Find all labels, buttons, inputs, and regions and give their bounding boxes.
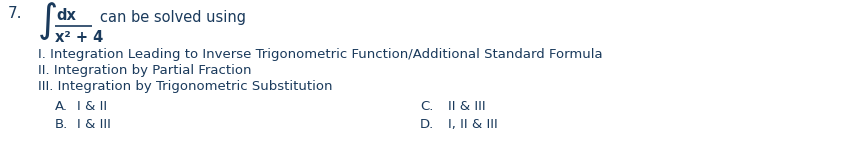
Text: I. Integration Leading to Inverse Trigonometric Function/Additional Standard For: I. Integration Leading to Inverse Trigon… — [38, 48, 603, 61]
Text: A.: A. — [55, 100, 68, 113]
Text: II & III: II & III — [448, 100, 486, 113]
Text: I, II & III: I, II & III — [448, 118, 498, 131]
Text: x² + 4: x² + 4 — [55, 30, 104, 45]
Text: I & III: I & III — [77, 118, 111, 131]
Text: I & II: I & II — [77, 100, 107, 113]
Text: C.: C. — [420, 100, 434, 113]
Text: B.: B. — [55, 118, 68, 131]
Text: dx: dx — [56, 8, 76, 23]
Text: III. Integration by Trigonometric Substitution: III. Integration by Trigonometric Substi… — [38, 80, 333, 93]
Text: 7.: 7. — [8, 6, 23, 21]
Text: ∫: ∫ — [38, 2, 58, 40]
Text: D.: D. — [420, 118, 434, 131]
Text: can be solved using: can be solved using — [100, 10, 246, 25]
Text: II. Integration by Partial Fraction: II. Integration by Partial Fraction — [38, 64, 252, 77]
